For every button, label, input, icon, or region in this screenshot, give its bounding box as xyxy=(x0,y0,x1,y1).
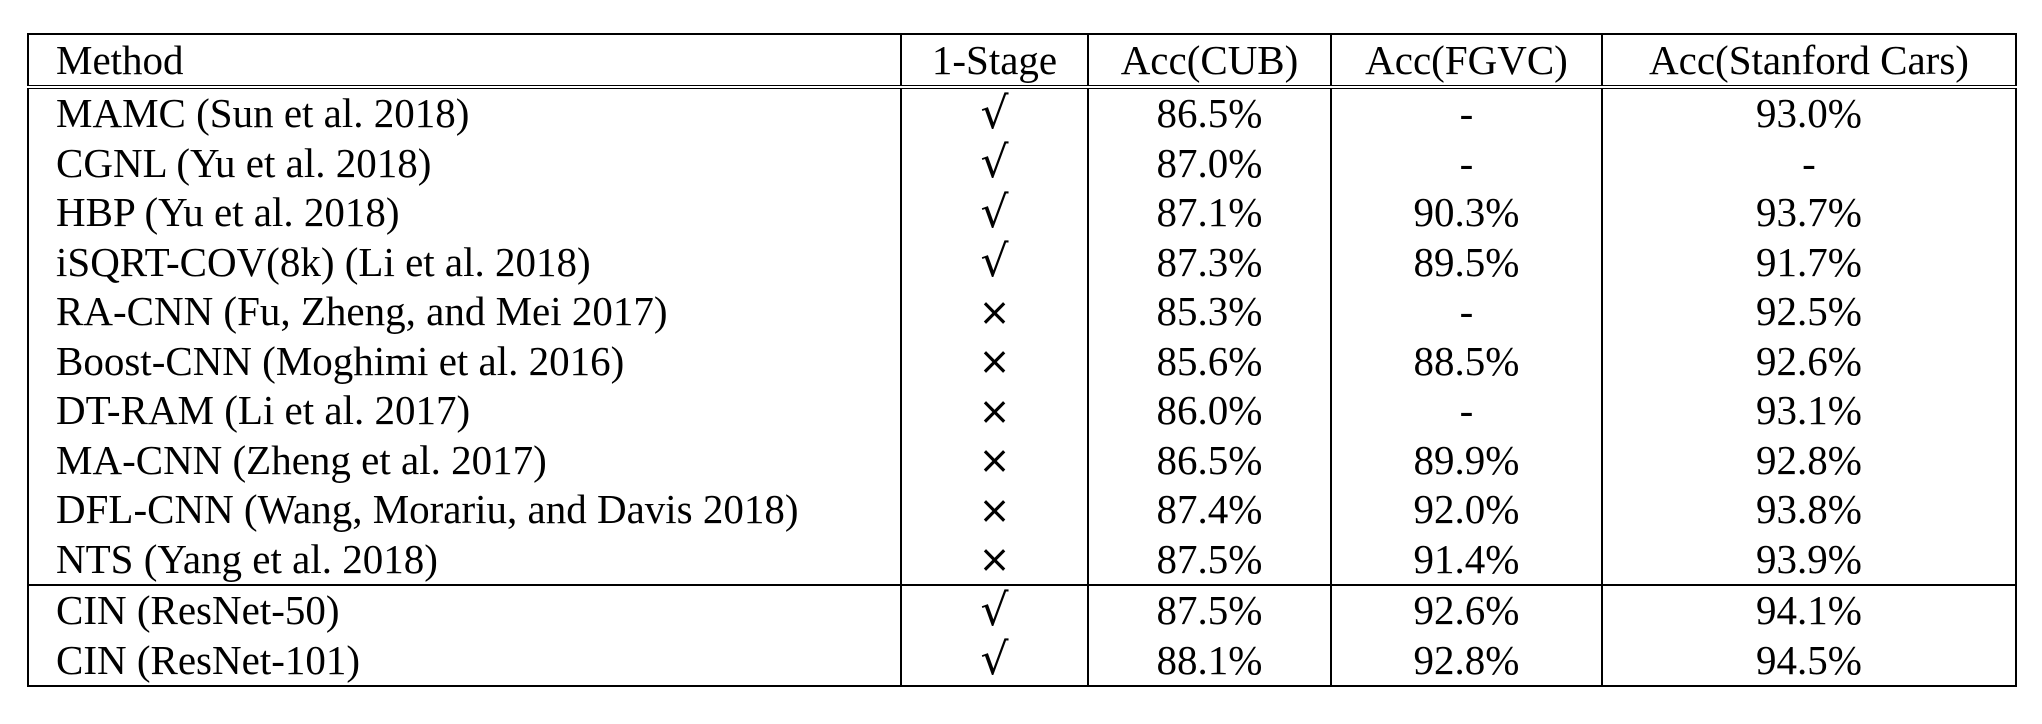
table-row: CIN (ResNet-101) √ 88.1% 92.8% 94.5% xyxy=(27,635,2017,687)
cell-method: HBP (Yu et al. 2018) xyxy=(27,188,902,238)
header-acc-fgvc: Acc(FGVC) xyxy=(1330,33,1603,88)
cell-acc-cub: 86.0% xyxy=(1087,386,1332,436)
header-acc-cub: Acc(CUB) xyxy=(1087,33,1332,88)
header-method: Method xyxy=(27,33,902,88)
results-table: Method 1-Stage Acc(CUB) Acc(FGVC) Acc(St… xyxy=(27,33,2017,687)
cell-method: DT-RAM (Li et al. 2017) xyxy=(27,386,902,436)
cell-acc-fgvc: 91.4% xyxy=(1330,534,1603,585)
cell-acc-fgvc: 89.9% xyxy=(1330,435,1603,485)
cell-one-stage: √ xyxy=(900,138,1089,188)
cell-acc-cub: 87.1% xyxy=(1087,188,1332,238)
table-row: CGNL (Yu et al. 2018) √ 87.0% - - xyxy=(27,138,2017,188)
cell-one-stage: × xyxy=(900,435,1089,485)
cell-method: NTS (Yang et al. 2018) xyxy=(27,534,902,585)
cell-acc-fgvc: 92.6% xyxy=(1330,584,1603,636)
cell-acc-cars: - xyxy=(1601,138,2017,188)
table-row: NTS (Yang et al. 2018) × 87.5% 91.4% 93.9% xyxy=(27,534,2017,585)
cell-acc-cub: 87.5% xyxy=(1087,534,1332,585)
cell-one-stage: √ xyxy=(900,584,1089,636)
cell-acc-fgvc: 88.5% xyxy=(1330,336,1603,386)
cell-acc-cub: 87.4% xyxy=(1087,485,1332,535)
cell-acc-cars: 94.5% xyxy=(1601,635,2017,687)
cell-method: CIN (ResNet-101) xyxy=(27,635,902,687)
table-row: CIN (ResNet-50) √ 87.5% 92.6% 94.1% xyxy=(27,584,2017,636)
table-row: HBP (Yu et al. 2018) √ 87.1% 90.3% 93.7% xyxy=(27,188,2017,238)
cell-one-stage: √ xyxy=(900,188,1089,238)
cell-acc-fgvc: 92.8% xyxy=(1330,635,1603,687)
header-one-stage: 1-Stage xyxy=(900,33,1089,88)
cell-acc-cub: 85.3% xyxy=(1087,287,1332,337)
cell-acc-cars: 93.1% xyxy=(1601,386,2017,436)
cell-acc-cars: 92.8% xyxy=(1601,435,2017,485)
cell-acc-fgvc: - xyxy=(1330,138,1603,188)
cell-acc-fgvc: - xyxy=(1330,85,1603,139)
header-row: Method 1-Stage Acc(CUB) Acc(FGVC) Acc(St… xyxy=(27,33,2017,88)
cell-acc-cub: 88.1% xyxy=(1087,635,1332,687)
cell-method: iSQRT-COV(8k) (Li et al. 2018) xyxy=(27,237,902,287)
cell-method: MAMC (Sun et al. 2018) xyxy=(27,85,902,139)
table-row: DT-RAM (Li et al. 2017) × 86.0% -93.1% xyxy=(27,386,2017,436)
cell-one-stage: √ xyxy=(900,237,1089,287)
cell-acc-cars: 93.7% xyxy=(1601,188,2017,238)
table-row: MAMC (Sun et al. 2018) √ 86.5% -93.0% xyxy=(27,85,2017,139)
table-row: DFL-CNN (Wang, Morariu, and Davis 2018) ×… xyxy=(27,485,2017,535)
table-row: MA-CNN (Zheng et al. 2017) × 86.5% 89.9% 92.… xyxy=(27,435,2017,485)
table-row: iSQRT-COV(8k) (Li et al. 2018) √ 87.3% 89.5… xyxy=(27,237,2017,287)
header-acc-cars: Acc(Stanford Cars) xyxy=(1601,33,2017,88)
table-row: RA-CNN (Fu, Zheng, and Mei 2017) × 85.3% -9… xyxy=(27,287,2017,337)
cell-acc-cub: 87.0% xyxy=(1087,138,1332,188)
cell-acc-fgvc: - xyxy=(1330,287,1603,337)
cell-method: CIN (ResNet-50) xyxy=(27,584,902,636)
cell-method: DFL-CNN (Wang, Morariu, and Davis 2018) xyxy=(27,485,902,535)
cell-acc-cars: 93.8% xyxy=(1601,485,2017,535)
cell-acc-cars: 93.0% xyxy=(1601,85,2017,139)
cell-acc-cars: 91.7% xyxy=(1601,237,2017,287)
cell-method: CGNL (Yu et al. 2018) xyxy=(27,138,902,188)
cell-acc-cub: 86.5% xyxy=(1087,85,1332,139)
cell-acc-fgvc: 89.5% xyxy=(1330,237,1603,287)
cell-acc-cars: 92.6% xyxy=(1601,336,2017,386)
cell-acc-cub: 87.5% xyxy=(1087,584,1332,636)
cell-one-stage: × xyxy=(900,534,1089,585)
cell-acc-cars: 92.5% xyxy=(1601,287,2017,337)
cell-acc-fgvc: 90.3% xyxy=(1330,188,1603,238)
cell-one-stage: × xyxy=(900,287,1089,337)
cell-acc-cub: 87.3% xyxy=(1087,237,1332,287)
cell-one-stage: × xyxy=(900,336,1089,386)
cell-acc-cars: 93.9% xyxy=(1601,534,2017,585)
cell-one-stage: × xyxy=(900,386,1089,436)
table-row: Boost-CNN (Moghimi et al. 2016) × 85.6% 88.… xyxy=(27,336,2017,386)
cell-acc-cub: 85.6% xyxy=(1087,336,1332,386)
cell-method: RA-CNN (Fu, Zheng, and Mei 2017) xyxy=(27,287,902,337)
cell-method: MA-CNN (Zheng et al. 2017) xyxy=(27,435,902,485)
cell-one-stage: √ xyxy=(900,635,1089,687)
cell-method: Boost-CNN (Moghimi et al. 2016) xyxy=(27,336,902,386)
cell-acc-fgvc: - xyxy=(1330,386,1603,436)
cell-acc-cars: 94.1% xyxy=(1601,584,2017,636)
cell-one-stage: × xyxy=(900,485,1089,535)
table-body: MAMC (Sun et al. 2018) √ 86.5% -93.0% CGNL (… xyxy=(27,85,2017,687)
cell-one-stage: √ xyxy=(900,85,1089,139)
cell-acc-fgvc: 92.0% xyxy=(1330,485,1603,535)
cell-acc-cub: 86.5% xyxy=(1087,435,1332,485)
